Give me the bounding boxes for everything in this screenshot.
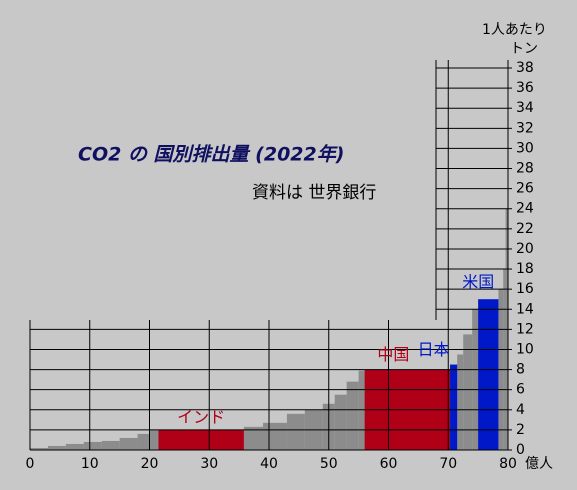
bar [30, 447, 48, 450]
x-tick-label: 60 [380, 456, 398, 472]
bar [65, 443, 84, 450]
bar [450, 364, 458, 450]
x-axis-label: 億人 [525, 456, 553, 472]
x-tick-label: 70 [439, 456, 457, 472]
y-tick-label: 32 [516, 120, 534, 136]
x-tick-label: 10 [81, 456, 99, 472]
y-tick-label: 22 [516, 221, 534, 237]
y-tick-label: 36 [516, 80, 534, 96]
y-tick-label: 20 [516, 241, 534, 257]
bar [149, 429, 159, 450]
bar [101, 440, 120, 450]
bar [243, 426, 264, 450]
bar [346, 381, 359, 450]
bar [478, 299, 499, 450]
y-tick-label: 30 [516, 140, 534, 156]
series-label: 日本 [418, 340, 450, 359]
bar [47, 445, 66, 450]
bar [472, 309, 479, 450]
y-tick-label: 18 [516, 261, 534, 277]
y-axis-label: トン [510, 41, 538, 57]
y-tick-label: 6 [516, 382, 525, 398]
series-label: インド [177, 407, 225, 426]
y-axis-label: 1人あたり [482, 22, 547, 38]
chart-subtitle: 資料は 世界銀行 [252, 183, 376, 203]
bar [358, 370, 365, 450]
bar [137, 433, 150, 450]
y-tick-label: 10 [516, 341, 534, 357]
y-tick-label: 4 [516, 402, 525, 418]
bar [503, 269, 506, 450]
bar [83, 441, 102, 450]
y-tick-label: 38 [516, 60, 534, 76]
x-tick-label: 30 [200, 456, 218, 472]
x-tick-label: 80 [499, 456, 517, 472]
x-tick-label: 20 [141, 456, 159, 472]
bar [286, 413, 305, 450]
y-tick-label: 14 [516, 301, 534, 317]
x-tick-label: 0 [26, 456, 35, 472]
y-tick-label: 12 [516, 321, 534, 337]
y-tick-label: 2 [516, 422, 525, 438]
bar [263, 422, 287, 450]
bar [158, 429, 244, 450]
y-tick-label: 26 [516, 181, 534, 197]
chart-title: CO2 の 国別排出量 (2022年) [78, 144, 344, 166]
bar [334, 394, 347, 450]
y-tick-label: 8 [516, 362, 525, 378]
y-tick-label: 28 [516, 161, 534, 177]
y-tick-label: 0 [516, 442, 525, 458]
y-tick-label: 34 [516, 100, 534, 116]
bar [463, 334, 473, 450]
series-label: 中国 [377, 345, 409, 364]
x-tick-label: 50 [320, 456, 338, 472]
y-tick-label: 16 [516, 281, 534, 297]
bar [457, 354, 464, 450]
series-label: 米国 [462, 273, 494, 292]
bar [119, 437, 138, 450]
y-tick-label: 24 [516, 201, 534, 217]
x-tick-label: 40 [260, 456, 278, 472]
